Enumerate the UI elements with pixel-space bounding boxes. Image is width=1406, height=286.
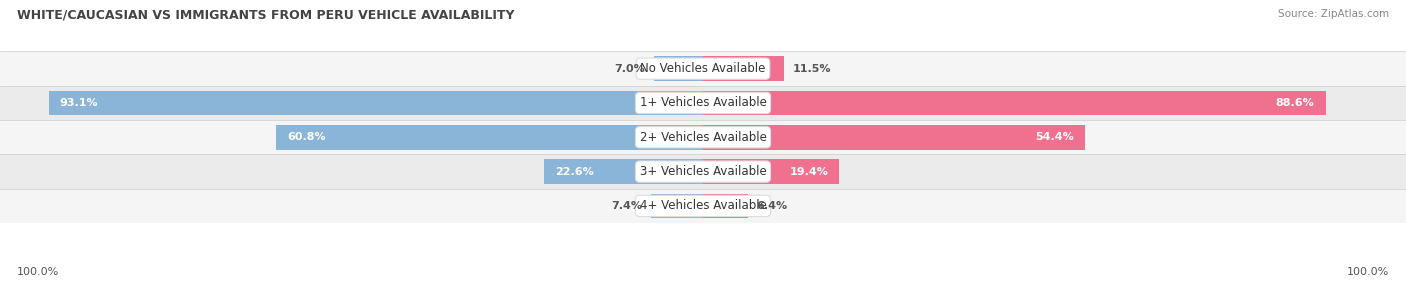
- Text: WHITE/CAUCASIAN VS IMMIGRANTS FROM PERU VEHICLE AVAILABILITY: WHITE/CAUCASIAN VS IMMIGRANTS FROM PERU …: [17, 9, 515, 21]
- Text: Source: ZipAtlas.com: Source: ZipAtlas.com: [1278, 9, 1389, 19]
- Text: 4+ Vehicles Available: 4+ Vehicles Available: [640, 199, 766, 212]
- Text: 7.0%: 7.0%: [614, 64, 645, 74]
- Text: 3+ Vehicles Available: 3+ Vehicles Available: [640, 165, 766, 178]
- Bar: [49, 91, 703, 115]
- Text: 19.4%: 19.4%: [789, 167, 828, 176]
- Bar: [544, 159, 703, 184]
- Text: 88.6%: 88.6%: [1275, 98, 1315, 108]
- Text: 60.8%: 60.8%: [287, 132, 325, 142]
- Bar: [703, 91, 1326, 115]
- Text: No Vehicles Available: No Vehicles Available: [640, 62, 766, 75]
- Text: 1+ Vehicles Available: 1+ Vehicles Available: [640, 96, 766, 110]
- Text: 100.0%: 100.0%: [1347, 267, 1389, 277]
- Bar: [703, 56, 785, 81]
- Bar: [703, 125, 1085, 150]
- Bar: [0, 86, 1406, 120]
- Bar: [0, 120, 1406, 154]
- Bar: [654, 56, 703, 81]
- Text: 22.6%: 22.6%: [555, 167, 595, 176]
- Text: 100.0%: 100.0%: [17, 267, 59, 277]
- Bar: [651, 194, 703, 218]
- Text: 54.4%: 54.4%: [1035, 132, 1074, 142]
- Text: 93.1%: 93.1%: [60, 98, 98, 108]
- Bar: [703, 194, 748, 218]
- Bar: [0, 154, 1406, 189]
- Bar: [276, 125, 703, 150]
- Text: 6.4%: 6.4%: [756, 201, 787, 211]
- Bar: [0, 51, 1406, 86]
- Text: 2+ Vehicles Available: 2+ Vehicles Available: [640, 131, 766, 144]
- Bar: [703, 159, 839, 184]
- Text: 11.5%: 11.5%: [793, 64, 831, 74]
- Text: 7.4%: 7.4%: [612, 201, 643, 211]
- Bar: [0, 189, 1406, 223]
